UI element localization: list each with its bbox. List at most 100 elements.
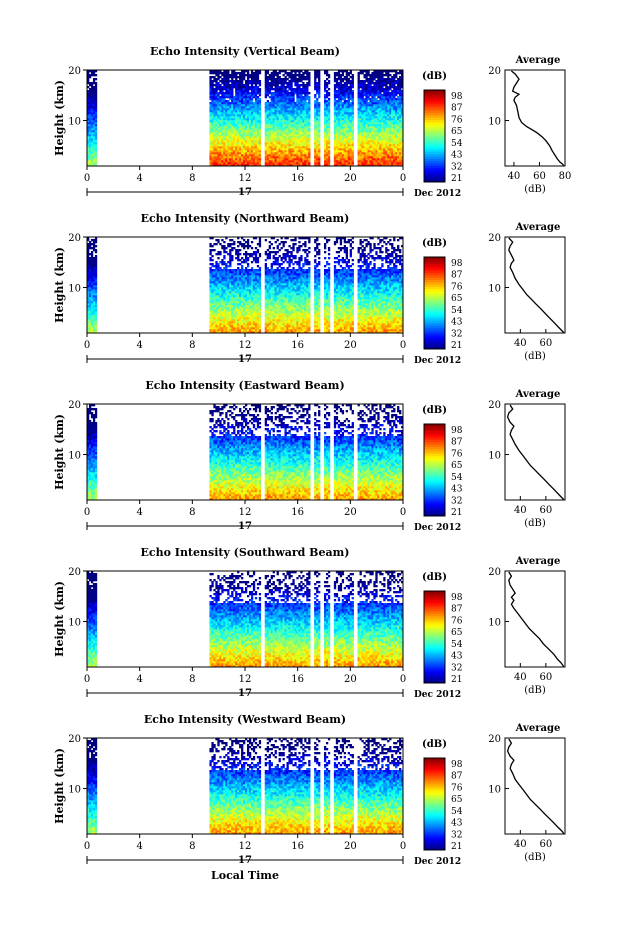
heatmap-cell bbox=[264, 126, 268, 129]
heatmap-cell bbox=[306, 140, 309, 143]
heatmap-cell bbox=[90, 309, 94, 312]
heatmap-cell bbox=[223, 106, 226, 109]
heatmap-cell bbox=[237, 76, 240, 79]
heatmap-cell bbox=[393, 98, 396, 101]
heatmap-cell bbox=[318, 116, 321, 119]
heatmap-cell bbox=[333, 154, 337, 157]
heatmap-cell bbox=[280, 80, 283, 83]
heatmap-cell bbox=[270, 98, 273, 101]
heatmap-cell bbox=[335, 162, 339, 165]
heatmap-cell bbox=[217, 239, 220, 242]
heatmap-cell bbox=[252, 74, 256, 77]
heatmap-cell bbox=[235, 94, 238, 97]
heatmap-cell bbox=[219, 311, 222, 314]
heatmap-cell bbox=[399, 140, 402, 143]
heatmap-cell bbox=[239, 142, 242, 145]
heatmap-cell bbox=[347, 86, 350, 89]
heatmap-cell bbox=[223, 156, 226, 159]
heatmap-cell bbox=[375, 94, 378, 97]
heatmap-cell bbox=[393, 140, 396, 143]
heatmap-cell bbox=[304, 130, 307, 133]
heatmap-cell bbox=[335, 78, 339, 81]
heatmap-cell bbox=[215, 98, 218, 101]
heatmap-cell bbox=[90, 140, 94, 143]
heatmap-cell bbox=[215, 154, 218, 157]
heatmap-cell bbox=[325, 126, 329, 129]
heatmap-cell bbox=[337, 86, 341, 89]
heatmap-cell bbox=[294, 156, 297, 159]
heatmap-cell bbox=[246, 94, 250, 97]
heatmap-cell bbox=[258, 160, 262, 163]
heatmap-cell bbox=[209, 70, 212, 73]
heatmap-cell bbox=[88, 299, 92, 302]
heatmap-cell bbox=[215, 273, 218, 276]
heatmap-cell bbox=[361, 136, 364, 139]
heatmap-cell bbox=[246, 112, 250, 115]
heatmap-cell bbox=[292, 102, 295, 105]
heatmap-cell bbox=[282, 110, 285, 113]
heatmap-cell bbox=[369, 148, 372, 151]
heatmap-cell bbox=[94, 152, 98, 155]
heatmap-cell bbox=[387, 74, 390, 77]
heatmap-cell bbox=[286, 144, 289, 147]
heatmap-cell bbox=[367, 122, 370, 125]
heatmap-cell bbox=[266, 120, 269, 123]
heatmap-cell bbox=[343, 92, 347, 95]
heatmap-cell bbox=[227, 130, 230, 133]
heatmap-cell bbox=[343, 86, 347, 89]
heatmap-cell bbox=[286, 158, 289, 161]
colorbar-segment bbox=[424, 129, 445, 132]
heatmap-cell bbox=[339, 112, 343, 115]
heatmap-cell bbox=[371, 80, 374, 83]
heatmap-cell bbox=[90, 269, 94, 272]
heatmap-cell bbox=[337, 82, 341, 85]
heatmap-cell bbox=[393, 112, 396, 115]
heatmap-cell bbox=[88, 118, 92, 121]
heatmap-cell bbox=[308, 100, 311, 103]
heatmap-cell bbox=[223, 311, 226, 314]
heatmap-cell bbox=[215, 289, 218, 292]
heatmap-cell bbox=[369, 110, 372, 113]
heatmap-cell bbox=[286, 136, 289, 139]
heatmap-cell bbox=[217, 275, 220, 278]
heatmap-cell bbox=[237, 112, 240, 115]
heatmap-cell bbox=[215, 325, 218, 328]
heatmap-cell bbox=[227, 78, 230, 81]
heatmap-cell bbox=[383, 160, 386, 163]
heatmap-cell bbox=[252, 140, 256, 143]
heatmap-cell bbox=[250, 104, 254, 107]
heatmap-cell bbox=[391, 78, 394, 81]
colorbar-segment bbox=[424, 156, 445, 160]
heatmap-cell bbox=[217, 122, 220, 125]
heatmap-cell bbox=[256, 136, 260, 139]
heatmap-cell bbox=[87, 257, 90, 260]
heatmap-cell bbox=[88, 325, 92, 328]
heatmap-cell bbox=[314, 160, 317, 163]
heatmap-cell bbox=[94, 305, 98, 308]
heatmap-cell bbox=[258, 104, 262, 107]
heatmap-cell bbox=[373, 134, 376, 137]
heatmap-cell bbox=[258, 106, 262, 109]
heatmap-cell bbox=[284, 96, 287, 99]
heatmap-cell bbox=[290, 76, 293, 79]
heatmap-cell bbox=[209, 297, 212, 300]
heatmap-cell bbox=[282, 70, 285, 73]
heatmap-cell bbox=[87, 307, 90, 310]
heatmap-cell bbox=[258, 118, 262, 121]
heatmap-cell bbox=[288, 86, 291, 89]
heatmap-cell bbox=[286, 114, 289, 117]
heatmap-cell bbox=[219, 299, 222, 302]
heatmap-cell bbox=[221, 269, 224, 272]
heatmap-cell bbox=[256, 96, 260, 99]
heatmap-cell bbox=[363, 112, 366, 115]
heatmap-cell bbox=[391, 90, 394, 93]
heatmap-cell bbox=[302, 158, 305, 161]
heatmap-cell bbox=[92, 142, 96, 145]
heatmap-cell bbox=[213, 273, 216, 276]
heatmap-cell bbox=[337, 162, 341, 165]
heatmap-cell bbox=[276, 110, 279, 113]
heatmap-cell bbox=[245, 156, 248, 159]
heatmap-cell bbox=[288, 102, 291, 105]
heatmap-cell bbox=[280, 88, 283, 91]
heatmap-cell bbox=[351, 100, 354, 103]
